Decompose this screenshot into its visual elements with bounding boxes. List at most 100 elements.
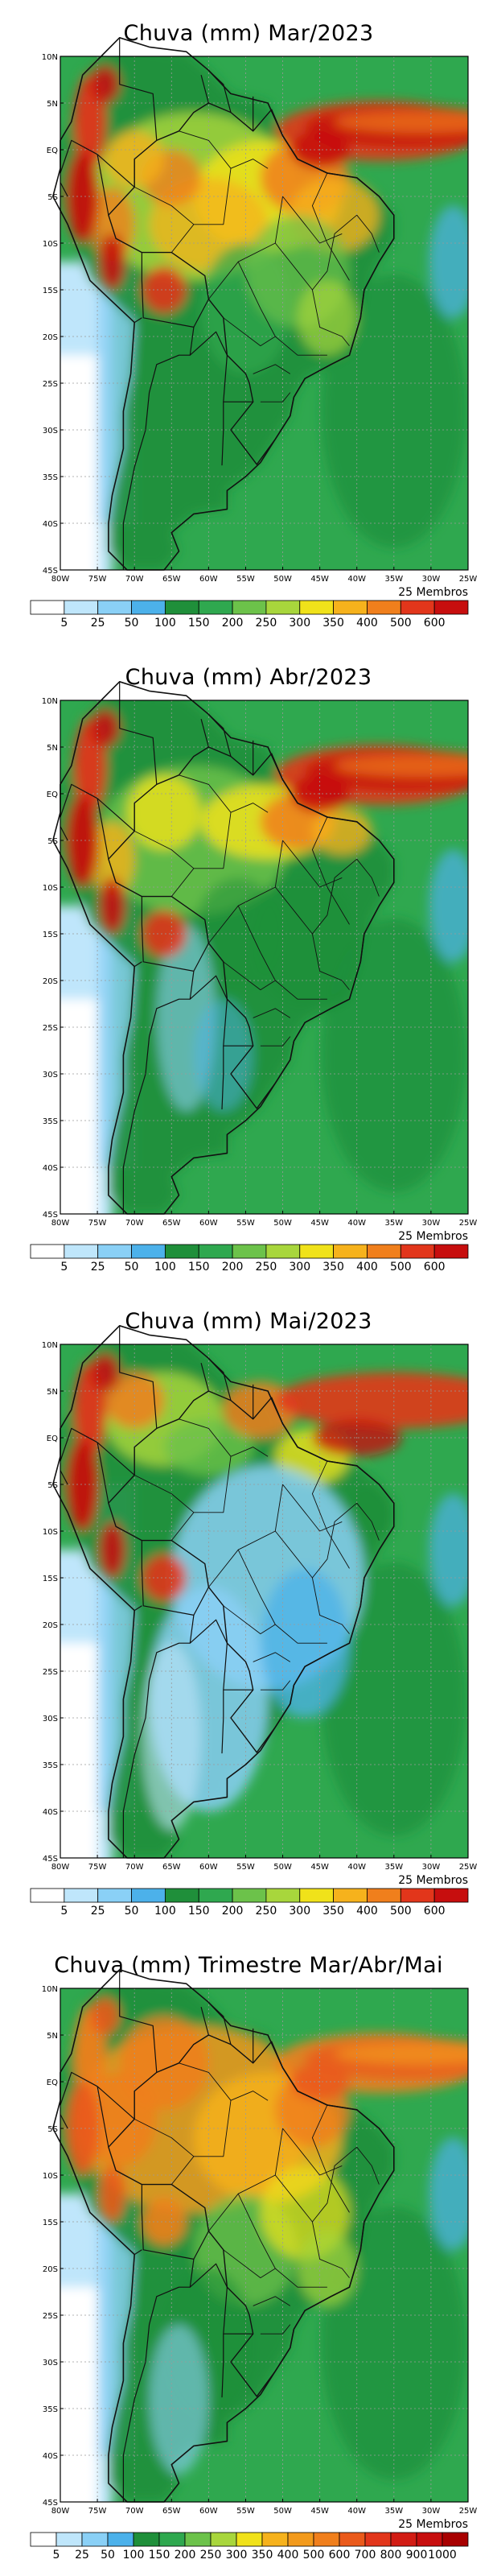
latitude-label: 25S (43, 2312, 58, 2321)
colorbar-swatch (287, 2532, 314, 2547)
colorbar-label: 25 (91, 617, 105, 630)
latitude-label: EQ (47, 791, 58, 799)
colorbar-label: 100 (154, 1261, 176, 1274)
longitude-label: 40W (347, 2507, 366, 2516)
latitude-label: 35S (43, 1761, 58, 1770)
longitude-label: 35W (385, 1863, 404, 1872)
latitude-label: 5N (47, 1388, 58, 1397)
colorbar-swatch (198, 600, 233, 615)
longitude-label: 80W (51, 2507, 70, 2516)
colorbar-label: 350 (322, 1261, 344, 1274)
colorbar-label: 400 (356, 617, 378, 630)
members-label: 25 Membros (398, 1230, 468, 1243)
latitude-label: EQ (47, 1435, 58, 1443)
longitude-label: 55W (236, 2507, 255, 2516)
colorbar-label: 400 (277, 2549, 299, 2562)
latitude-label: 45S (43, 567, 58, 576)
longitude-label: 60W (199, 575, 218, 584)
latitude-label: 5N (47, 744, 58, 753)
colorbar-swatch (333, 1888, 368, 1903)
colorbar-label: 250 (256, 1905, 277, 1918)
longitude-label: 30W (422, 2507, 441, 2516)
colorbar-swatch (210, 2532, 237, 2547)
colorbar-swatch (416, 2532, 443, 2547)
latitude-label: 45S (43, 1211, 58, 1220)
colorbar-swatch (198, 1888, 233, 1903)
longitude-label: 70W (125, 1863, 144, 1872)
colorbar-swatch (97, 600, 132, 615)
latitude-label: 15S (43, 2219, 58, 2227)
colorbar-swatch (133, 2532, 160, 2547)
longitude-label: 75W (88, 575, 107, 584)
colorbar-label: 5 (60, 617, 68, 630)
longitude-label: 25W (459, 2507, 478, 2516)
colorbar-label: 50 (101, 2549, 115, 2562)
colorbar-swatch (131, 1888, 166, 1903)
colorbar-label: 300 (226, 2549, 248, 2562)
latitude-label: 30S (43, 2359, 58, 2368)
colorbar-label: 250 (256, 1261, 277, 1274)
members-label: 25 Membros (398, 2518, 468, 2531)
latitude-label: 15S (43, 1575, 58, 1583)
colorbar-label: 25 (75, 2549, 89, 2562)
longitude-label: 40W (347, 1219, 366, 1228)
colorbar-swatch (299, 1888, 335, 1903)
latitude-label: 5S (47, 1481, 58, 1490)
colorbar-swatch (433, 1888, 469, 1903)
colorbar-label: 600 (424, 1261, 446, 1274)
colorbar-label: 200 (222, 1261, 244, 1274)
colorbar-swatch (333, 600, 368, 615)
latitude-label: EQ (47, 147, 58, 155)
latitude-label: 35S (43, 473, 58, 482)
colorbar-label: 400 (356, 1905, 378, 1918)
colorbar-swatch (232, 1244, 267, 1259)
colorbar-label: 1000 (428, 2549, 457, 2562)
colorbar-swatch (164, 1888, 199, 1903)
longitude-label: 25W (459, 1863, 478, 1872)
map-panel: Chuva (mm) Trimestre Mar/Abr/Mai 10N 5N EQ 5… (0, 1932, 497, 2576)
colorbar-label: 500 (390, 1261, 412, 1274)
colorbar-swatch (164, 1244, 199, 1259)
members-label: 25 Membros (398, 586, 468, 599)
colorbar-swatch (164, 600, 199, 615)
longitude-label: 60W (199, 2507, 218, 2516)
latitude-label: 30S (43, 1715, 58, 1724)
colorbar-label: 500 (303, 2549, 325, 2562)
colorbar-label: 50 (125, 1261, 139, 1274)
panel-title: Chuva (mm) Trimestre Mar/Abr/Mai (54, 1953, 443, 1978)
latitude-label: 25S (43, 1024, 58, 1033)
colorbar-label: 800 (380, 2549, 402, 2562)
latitude-label: 40S (43, 1808, 58, 1817)
longitude-label: 50W (273, 575, 292, 584)
colorbar-swatch (367, 1244, 401, 1259)
colorbar-label: 300 (289, 1261, 310, 1274)
colorbar-swatch (236, 2532, 263, 2547)
latitude-label: 10N (42, 697, 58, 706)
longitude-label: 75W (88, 1219, 107, 1228)
longitude-label: 60W (199, 1863, 218, 1872)
longitude-label: 50W (273, 2507, 292, 2516)
longitude-label: 30W (422, 1219, 441, 1228)
longitude-label: 25W (459, 1219, 478, 1228)
map-panel: Chuva (mm) Abr/2023 10N 5N EQ 5S 10S 15S 20S 25S… (0, 644, 497, 1288)
colorbar-label: 250 (200, 2549, 222, 2562)
colorbar-swatch (339, 2532, 366, 2547)
latitude-label: 10S (43, 1528, 58, 1537)
longitude-label: 55W (236, 575, 255, 584)
latitude-label: 30S (43, 427, 58, 436)
longitude-label: 60W (199, 1219, 218, 1228)
colorbar-swatch (30, 1888, 65, 1903)
longitude-label: 80W (51, 1863, 70, 1872)
colorbar-label: 100 (123, 2549, 145, 2562)
latitude-label: 35S (43, 2405, 58, 2414)
colorbar-swatch (97, 1244, 132, 1259)
longitude-label: 50W (273, 1863, 292, 1872)
colorbar-label: 250 (256, 617, 277, 630)
longitude-label: 75W (88, 1863, 107, 1872)
colorbar-label: 500 (390, 1905, 412, 1918)
longitude-label: 70W (125, 2507, 144, 2516)
colorbar-swatch (97, 1888, 132, 1903)
latitude-label: 5S (47, 837, 58, 846)
